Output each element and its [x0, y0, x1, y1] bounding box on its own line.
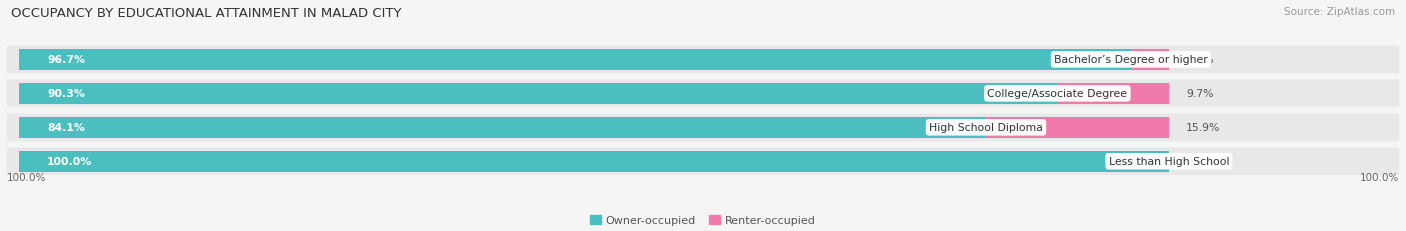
Bar	[18, 50, 1130, 71]
Text: Bachelor’s Degree or higher: Bachelor’s Degree or higher	[1054, 55, 1208, 65]
Text: High School Diploma: High School Diploma	[929, 123, 1043, 133]
Text: 100.0%: 100.0%	[1360, 172, 1399, 182]
FancyBboxPatch shape	[7, 148, 1399, 175]
Bar	[986, 117, 1168, 138]
FancyBboxPatch shape	[7, 114, 1399, 141]
Text: 9.7%: 9.7%	[1187, 89, 1213, 99]
Text: 84.1%: 84.1%	[48, 123, 86, 133]
Text: Source: ZipAtlas.com: Source: ZipAtlas.com	[1284, 7, 1395, 17]
Legend: Owner-occupied, Renter-occupied: Owner-occupied, Renter-occupied	[586, 211, 820, 230]
Text: 90.3%: 90.3%	[48, 89, 86, 99]
Bar	[1057, 83, 1168, 104]
Bar	[18, 83, 1057, 104]
Bar	[1130, 50, 1168, 71]
FancyBboxPatch shape	[7, 46, 1399, 74]
Bar	[18, 151, 1168, 172]
Text: College/Associate Degree: College/Associate Degree	[987, 89, 1128, 99]
Text: 0.0%: 0.0%	[1187, 157, 1213, 167]
Text: OCCUPANCY BY EDUCATIONAL ATTAINMENT IN MALAD CITY: OCCUPANCY BY EDUCATIONAL ATTAINMENT IN M…	[11, 7, 402, 20]
Text: 100.0%: 100.0%	[7, 172, 46, 182]
Bar	[18, 117, 986, 138]
Text: Less than High School: Less than High School	[1109, 157, 1229, 167]
Text: 96.7%: 96.7%	[48, 55, 86, 65]
Text: 15.9%: 15.9%	[1187, 123, 1220, 133]
Text: 100.0%: 100.0%	[48, 157, 93, 167]
FancyBboxPatch shape	[7, 80, 1399, 108]
Text: 3.3%: 3.3%	[1187, 55, 1213, 65]
